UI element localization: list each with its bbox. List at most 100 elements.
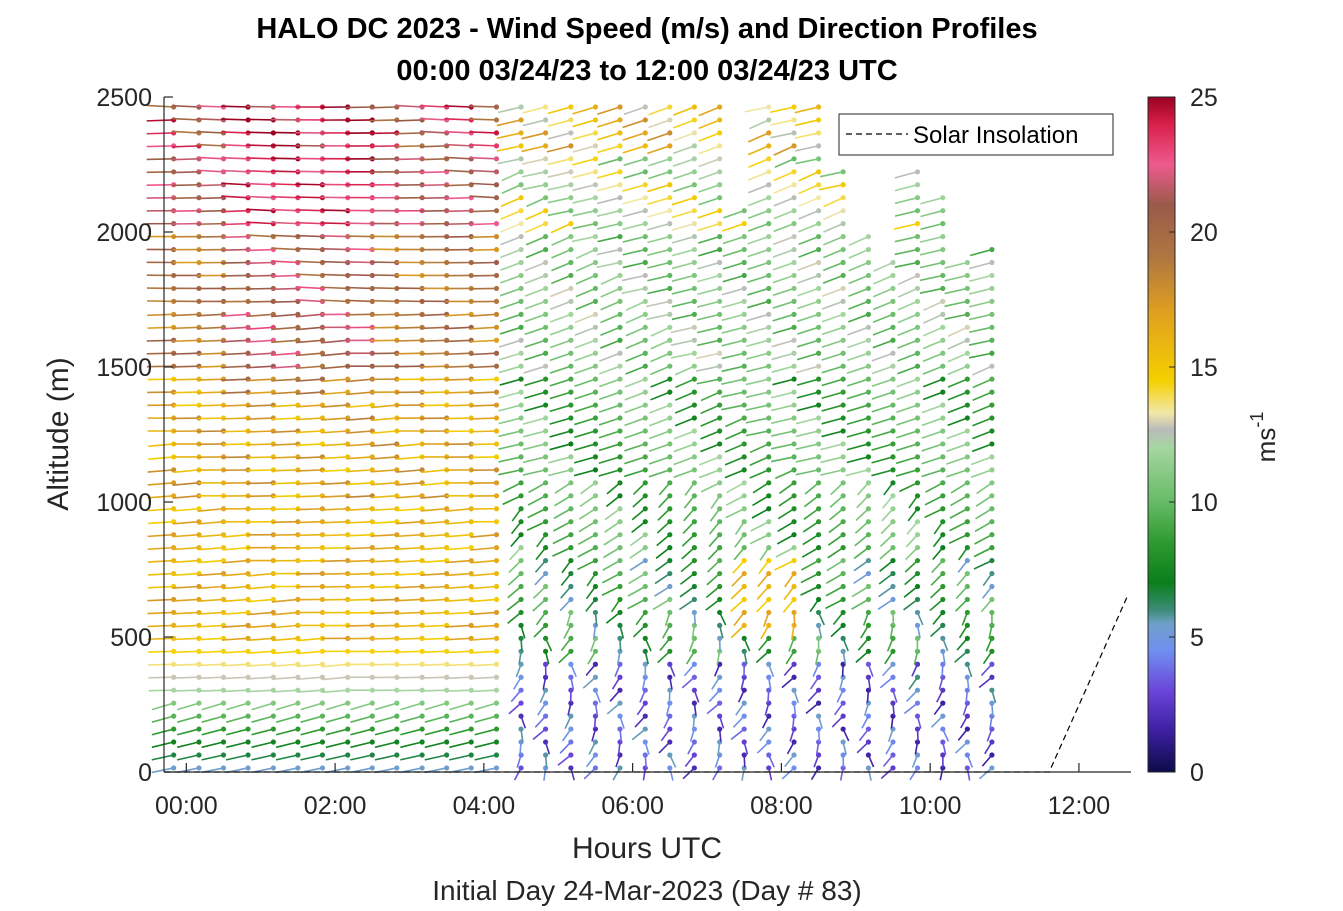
wind-barb-point (667, 441, 673, 447)
wind-barb-point (691, 402, 697, 408)
wind-barb-point (865, 402, 872, 408)
wind-barb-point (493, 700, 500, 706)
wind-barb-shaft (856, 741, 869, 754)
wind-barb-shaft (647, 287, 670, 295)
wind-barb-shaft (823, 222, 844, 233)
wind-barb-shaft (547, 196, 572, 204)
wind-barb-point (940, 259, 946, 266)
wind-barb-point (642, 661, 648, 667)
wind-barb-point (815, 493, 822, 499)
wind-barb-shaft (270, 195, 298, 199)
wind-barb-point (741, 700, 747, 706)
wind-barb-point (542, 143, 549, 149)
wind-barb-point (542, 169, 549, 175)
wind-barb-shaft (800, 572, 819, 584)
wind-barb-shaft (444, 169, 472, 173)
wind-barb-point (667, 570, 673, 577)
wind-barb-point (717, 208, 723, 214)
wind-barb-shaft (270, 300, 298, 303)
wind-barb-shaft (730, 624, 745, 639)
wind-barb-shaft (222, 430, 249, 433)
wind-barb-point (815, 726, 822, 732)
wind-barb-shaft (222, 559, 249, 564)
wind-barb-point (394, 117, 400, 123)
wind-barb-point (518, 169, 524, 175)
wind-barb-point (791, 363, 797, 369)
wind-barb-point (444, 765, 450, 771)
wind-barb-shaft (698, 183, 720, 193)
wind-barb-point (667, 765, 673, 771)
wind-barb-point (196, 700, 202, 706)
wind-barb-shaft (795, 456, 819, 463)
wind-barb-point (791, 246, 797, 253)
wind-barb-point (964, 441, 970, 447)
wind-barb-point (542, 596, 549, 603)
wind-barb-point (717, 104, 723, 110)
wind-barb-shaft (551, 261, 572, 272)
wind-barb-point (493, 208, 500, 214)
wind-barb-shaft (547, 119, 572, 127)
wind-barb-shaft (322, 456, 348, 460)
wind-barb-shaft (295, 299, 323, 303)
wind-barb-shaft (756, 741, 770, 754)
wind-barb-point (617, 493, 623, 499)
wind-barb-point (964, 311, 970, 317)
wind-barb-point (791, 493, 797, 499)
wind-barb-shaft (147, 637, 174, 641)
wind-barb-point (840, 324, 846, 330)
wind-barb-point (989, 765, 995, 771)
wind-barb-shaft (897, 274, 918, 286)
wind-barb-shaft (775, 546, 795, 558)
wind-barb-point (667, 402, 673, 408)
wind-barb-point (691, 285, 697, 292)
wind-barb-point (245, 739, 251, 745)
wind-barb-point (542, 285, 549, 292)
wind-barb-shaft (648, 119, 671, 129)
wind-barb-point (568, 285, 574, 292)
wind-barb-point (964, 506, 970, 512)
wind-barb-shaft (270, 221, 298, 225)
wind-barb-point (964, 493, 970, 499)
wind-barb-point (518, 454, 524, 460)
wind-barb-point (766, 363, 772, 369)
y-tick-label: 0 (138, 759, 152, 787)
wind-barb-point (865, 363, 872, 369)
wind-barb-point (840, 739, 846, 745)
wind-barb-shaft (297, 637, 323, 642)
wind-barb-shaft (196, 130, 224, 134)
wind-barb-shaft (470, 235, 497, 239)
wind-barb-shaft (321, 352, 348, 357)
wind-barb-shaft (972, 430, 993, 440)
wind-barb-shaft (919, 235, 943, 243)
wind-barb-point (766, 532, 772, 538)
wind-barb-point (667, 272, 673, 279)
wind-barb-shaft (622, 132, 646, 141)
wind-barb-point (592, 337, 599, 343)
wind-barb-point (542, 635, 549, 641)
wind-barb-point (815, 713, 822, 719)
wind-barb-shaft (247, 456, 274, 459)
wind-barb-shaft (700, 430, 720, 440)
wind-barb-point (617, 130, 623, 136)
wind-barb-point (766, 506, 772, 512)
wind-barb-shaft (370, 299, 397, 303)
wind-barb-point (667, 259, 673, 266)
wind-barb-point (791, 506, 797, 512)
wind-barb-point (493, 298, 500, 304)
wind-barb-shaft (370, 611, 397, 615)
wind-barb-point (717, 506, 723, 512)
wind-profile-column (521, 104, 553, 781)
wind-barb-shaft (395, 365, 423, 368)
wind-profile-column (744, 104, 775, 781)
wind-barb-shaft (631, 508, 646, 521)
wind-barb-shaft (498, 352, 522, 361)
wind-barb-point (691, 739, 697, 745)
wind-barb-shaft (470, 559, 497, 564)
wind-barb-point (865, 648, 872, 654)
wind-barb-shaft (271, 391, 298, 395)
wind-barb-point (815, 389, 822, 395)
wind-barb-shaft (878, 572, 894, 585)
wind-barb-point (270, 726, 276, 732)
wind-barb-point (295, 726, 301, 732)
wind-barb-point (245, 156, 251, 162)
